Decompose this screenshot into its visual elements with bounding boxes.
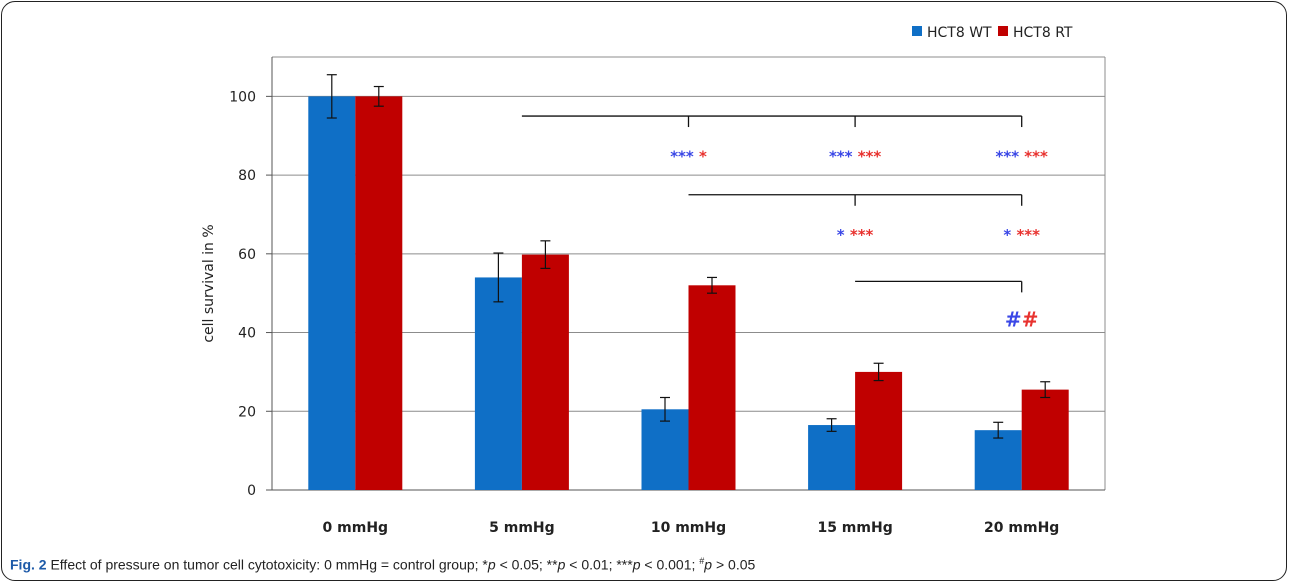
legend-swatch	[912, 26, 922, 36]
caption-p3: p	[632, 556, 641, 573]
x-tick-label: 0 mmHg	[323, 520, 389, 536]
caption-p4: p	[704, 556, 713, 573]
caption-text: Effect of pressure on tumor cell cytotox…	[46, 556, 488, 573]
y-tick-label: 60	[238, 247, 256, 263]
significance-label: * ***	[837, 226, 874, 244]
bar-rt	[1021, 389, 1069, 490]
y-tick-label: 80	[238, 168, 256, 184]
y-axis-label: cell survival in %	[201, 224, 217, 342]
significance-label: *** ***	[829, 147, 881, 165]
legend-swatch	[998, 26, 1008, 36]
x-tick-label: 5 mmHg	[489, 520, 555, 536]
y-tick-label: 40	[238, 326, 256, 342]
y-tick-label: 100	[229, 89, 256, 105]
legend-label: HCT8 RT	[1013, 25, 1073, 41]
figure-caption: Fig. 2 Effect of pressure on tumor cell …	[10, 556, 755, 573]
caption-p1: p	[487, 556, 496, 573]
x-tick-label: 10 mmHg	[651, 520, 726, 536]
significance-label: *** ***	[996, 147, 1048, 165]
caption-hash: #	[699, 556, 705, 566]
bar-rt	[855, 371, 903, 490]
caption-cmp2: < 0.01; ***	[565, 556, 633, 573]
bar-chart: 0 20 40 60 80 100 cell survival in % 0 mmHg 5 mm…	[201, 25, 1106, 536]
caption-cmp4: > 0.05	[712, 556, 756, 573]
x-tick-label: 20 mmHg	[984, 520, 1059, 536]
bar-wt	[974, 430, 1022, 490]
caption-p2: p	[557, 556, 566, 573]
significance-label: *** *	[670, 147, 707, 165]
bar-wt	[808, 425, 856, 490]
x-tick-label: 15 mmHg	[817, 520, 892, 536]
bar-rt	[355, 96, 403, 490]
y-tick-label: 0	[247, 483, 256, 499]
bar-wt	[641, 409, 689, 490]
bar-wt	[308, 96, 356, 490]
y-tick-label: 20	[238, 404, 256, 420]
caption-cmp1: < 0.05; **	[495, 556, 558, 573]
bar-wt	[474, 277, 522, 490]
caption-cmp3: < 0.001;	[640, 556, 700, 573]
legend-label: HCT8 WT	[927, 25, 992, 41]
bar-rt	[521, 254, 569, 490]
significance-label: * ***	[1003, 226, 1040, 244]
caption-fig-label: Fig. 2	[10, 556, 47, 573]
bar-rt	[688, 285, 736, 490]
significance-label: ##	[1005, 308, 1039, 332]
